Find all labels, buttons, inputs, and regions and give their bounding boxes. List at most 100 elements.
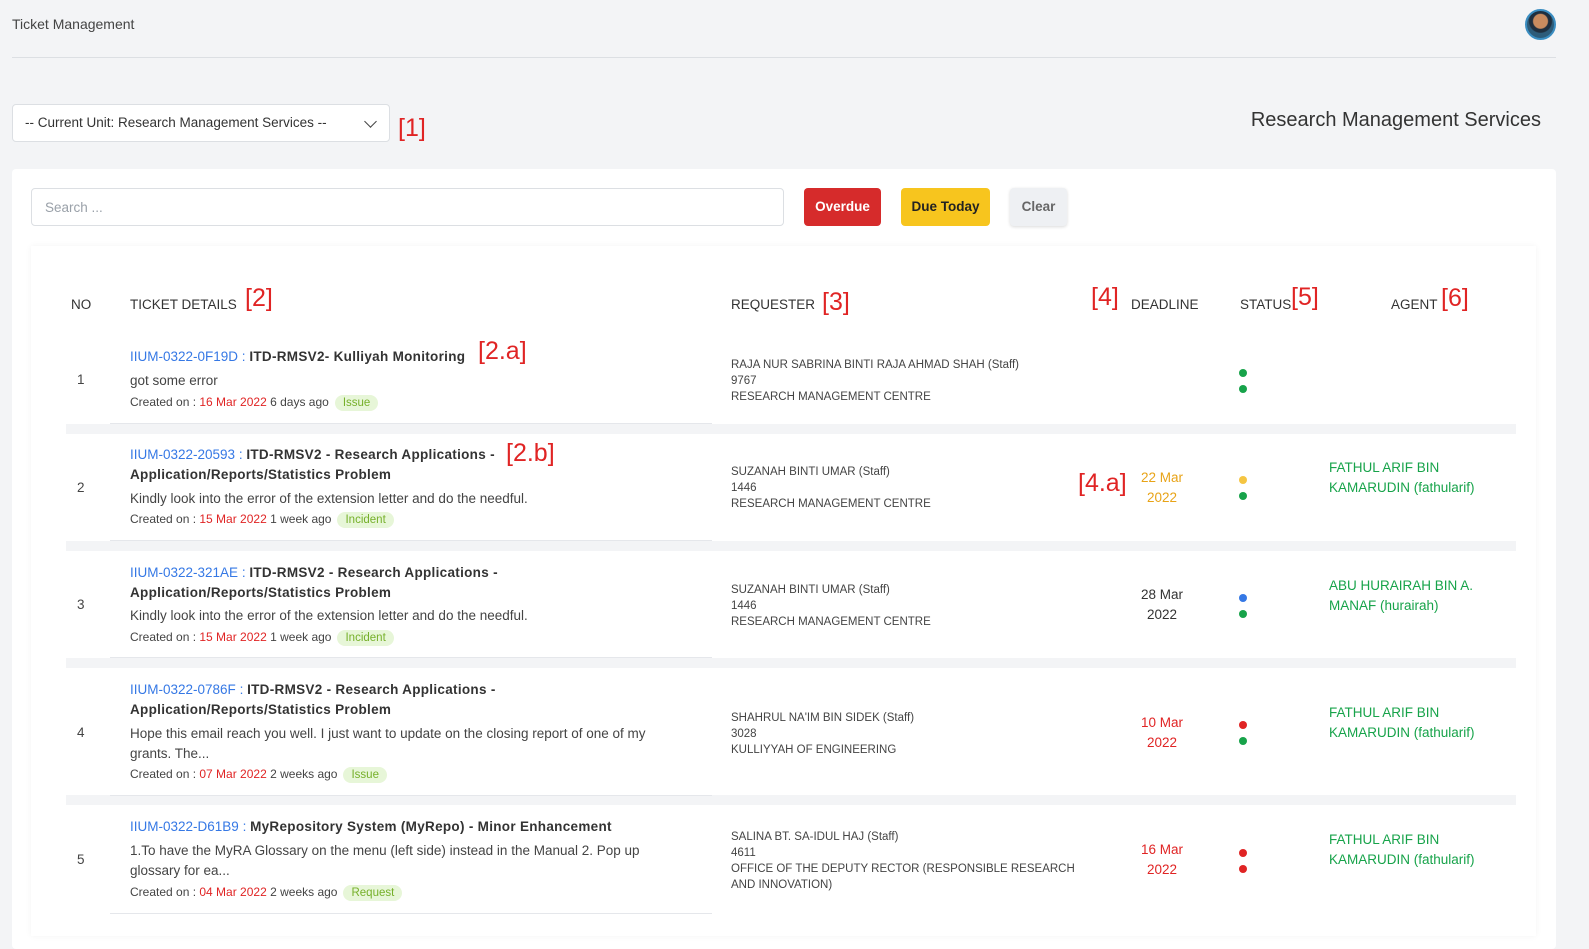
ticket-title[interactable]: IIUM-0322-321AE : ITD-RMSV2 - Research A…: [130, 563, 530, 603]
ticket-type-badge: Incident: [337, 630, 394, 646]
ticket-id-separator: :: [238, 565, 250, 580]
requester-name: SALINA BT. SA-IDUL HAJ (Staff): [731, 831, 899, 843]
created-label: Created on :: [130, 395, 200, 409]
created-date: 15 Mar 2022: [199, 630, 267, 644]
ticket-agent[interactable]: FATHUL ARIF BIN KAMARUDIN (fathularif): [1329, 460, 1475, 495]
unit-heading: Research Management Services: [1250, 109, 1541, 131]
clear-filter-button[interactable]: Clear: [1010, 188, 1067, 226]
ticket-agent[interactable]: ABU HURAIRAH BIN A. MANAF (hurairah): [1329, 578, 1474, 613]
current-unit-select-label: -- Current Unit: Research Management Ser…: [25, 115, 327, 130]
created-label: Created on :: [130, 630, 200, 644]
requester-info: RAJA NUR SABRINA BINTI RAJA AHMAD SHAH (…: [731, 357, 1091, 405]
ticket-title[interactable]: IIUM-0322-0786F : ITD-RMSV2 - Research A…: [130, 680, 530, 720]
requester-dept: RESEARCH MANAGEMENT CENTRE: [731, 391, 931, 403]
row-number: 5: [77, 852, 85, 867]
ticket-title[interactable]: IIUM-0322-20593 : ITD-RMSV2 - Research A…: [130, 445, 530, 485]
top-divider: [12, 57, 1556, 58]
annotation-2: [2]: [245, 284, 273, 312]
created-ago: 2 weeks ago: [266, 885, 338, 899]
chevron-down-icon: [364, 115, 377, 128]
requester-name: SHAHRUL NA'IM BIN SIDEK (Staff): [731, 712, 915, 724]
requester-info: SUZANAH BINTI UMAR (Staff) 1446 RESEARCH…: [731, 464, 1091, 512]
ticket-id-link[interactable]: IIUM-0322-D61B9: [130, 819, 239, 834]
ticket-id-link[interactable]: IIUM-0322-0786F: [130, 682, 236, 697]
requester-ext: 1446: [731, 600, 757, 612]
ticket-id-link[interactable]: IIUM-0322-0F19D: [130, 349, 239, 364]
ticket-created: Created on : 15 Mar 2022 1 week ago Incid…: [130, 512, 394, 528]
annotation-5: [5]: [1291, 283, 1319, 311]
status-dot: [1239, 865, 1247, 873]
row-number: 3: [77, 597, 85, 612]
ticket-name: MyRepository System (MyRepo) - Minor Enh…: [250, 819, 612, 834]
row-separator-band: [66, 424, 1516, 434]
requester-info: SHAHRUL NA'IM BIN SIDEK (Staff) 3028 KUL…: [731, 710, 1091, 758]
header-agent: AGENT: [1391, 297, 1438, 312]
overdue-filter-button[interactable]: Overdue: [804, 188, 881, 226]
header-status: STATUS: [1240, 297, 1292, 312]
created-date: 07 Mar 2022: [199, 767, 267, 781]
requester-dept: RESEARCH MANAGEMENT CENTRE: [731, 616, 931, 628]
due-today-filter-button[interactable]: Due Today: [901, 188, 990, 226]
status-dot: [1239, 721, 1247, 729]
requester-ext: 9767: [731, 375, 757, 387]
user-avatar[interactable]: [1525, 9, 1556, 40]
status-dot: [1239, 385, 1247, 393]
ticket-description: 1.To have the MyRA Glossary on the menu …: [130, 843, 640, 878]
annotation-1: [1]: [398, 114, 426, 142]
search-input[interactable]: Search ...: [31, 188, 784, 226]
requester-ext: 4611: [731, 847, 756, 859]
ticket-created: Created on : 16 Mar 2022 6 days ago Issue: [130, 395, 379, 411]
created-date: 16 Mar 2022: [199, 395, 267, 409]
status-dot: [1239, 610, 1247, 618]
created-label: Created on :: [130, 885, 200, 899]
row-divider: [110, 795, 712, 796]
ticket-name: ITD-RMSV2 - Research Applications - Appl…: [130, 565, 498, 600]
row-number: 2: [77, 480, 85, 495]
ticket-agent[interactable]: FATHUL ARIF BIN KAMARUDIN (fathularif): [1329, 832, 1475, 867]
header-no: NO: [71, 297, 92, 312]
row-divider: [110, 423, 712, 424]
created-date: 04 Mar 2022: [199, 885, 267, 899]
row-divider: [110, 657, 712, 658]
header-ticket-details: TICKET DETAILS: [130, 297, 237, 312]
created-ago: 1 week ago: [266, 630, 332, 644]
requester-ext: 3028: [731, 728, 757, 740]
ticket-type-badge: Incident: [337, 512, 394, 528]
annotation-6: [6]: [1441, 284, 1469, 312]
tickets-table: [31, 246, 1536, 936]
ticket-id-link[interactable]: IIUM-0322-321AE: [130, 565, 239, 580]
ticket-deadline: 22 Mar 2022: [1140, 470, 1184, 505]
top-bar: Ticket Management: [0, 0, 1589, 58]
annotation-3: [3]: [822, 288, 850, 316]
annotation-4: [4]: [1091, 283, 1119, 311]
ticket-id-separator: :: [235, 682, 248, 697]
ticket-name: ITD-RMSV2- Kulliyah Monitoring: [249, 349, 466, 364]
requester-name: RAJA NUR SABRINA BINTI RAJA AHMAD SHAH (…: [731, 359, 1019, 371]
ticket-title[interactable]: IIUM-0322-D61B9 : MyRepository System (M…: [130, 817, 690, 837]
row-separator-band: [66, 795, 1516, 805]
ticket-created: Created on : 04 Mar 2022 2 weeks ago Requ…: [130, 885, 403, 901]
ticket-type-badge: Issue: [343, 767, 387, 783]
created-date: 15 Mar 2022: [199, 512, 267, 526]
ticket-name: ITD-RMSV2 - Research Applications - Appl…: [130, 682, 496, 717]
requester-info: SALINA BT. SA-IDUL HAJ (Staff) 4611 OFFI…: [731, 829, 1101, 893]
ticket-description: Hope this email reach you well. I just w…: [130, 726, 646, 761]
ticket-title[interactable]: IIUM-0322-0F19D : ITD-RMSV2- Kulliyah Mo…: [130, 347, 530, 367]
requester-info: SUZANAH BINTI UMAR (Staff) 1446 RESEARCH…: [731, 582, 1091, 630]
ticket-name: ITD-RMSV2 - Research Applications - Appl…: [130, 447, 495, 482]
row-divider: [110, 540, 712, 541]
status-dot: [1239, 737, 1247, 745]
requester-dept: OFFICE OF THE DEPUTY RECTOR (RESPONSIBLE…: [731, 863, 1075, 891]
current-unit-select[interactable]: -- Current Unit: Research Management Ser…: [12, 104, 390, 142]
created-label: Created on :: [130, 767, 200, 781]
ticket-id-link[interactable]: IIUM-0322-20593: [130, 447, 236, 462]
requester-dept: KULLIYYAH OF ENGINEERING: [731, 744, 897, 756]
row-number: 4: [77, 725, 85, 740]
row-separator-band: [66, 541, 1516, 551]
created-ago: 6 days ago: [266, 395, 329, 409]
requester-name: SUZANAH BINTI UMAR (Staff): [731, 584, 890, 596]
ticket-agent[interactable]: FATHUL ARIF BIN KAMARUDIN (fathularif): [1329, 705, 1475, 740]
header-requester: REQUESTER: [731, 297, 816, 312]
header-deadline: DEADLINE: [1131, 297, 1199, 312]
row-divider: [110, 913, 712, 914]
